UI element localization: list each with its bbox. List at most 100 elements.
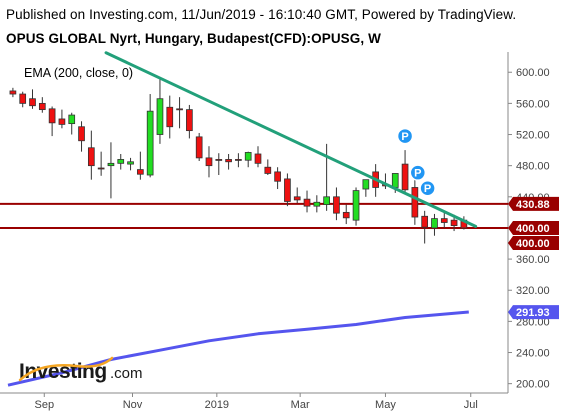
- price-tag-box: [508, 220, 559, 235]
- candles-layer: [9, 78, 468, 244]
- candle: [78, 121, 85, 152]
- candle: [254, 146, 262, 168]
- candle-body: [29, 98, 36, 107]
- x-tick-label: 2019: [205, 399, 229, 411]
- candle: [421, 210, 429, 244]
- candle-body: [9, 90, 17, 95]
- event-marker-badge: [419, 179, 436, 197]
- candle-body: [176, 108, 183, 111]
- candle-body: [450, 219, 458, 227]
- candle: [440, 212, 448, 228]
- candle-body: [215, 159, 223, 161]
- candle: [68, 112, 76, 135]
- candle: [9, 87, 17, 98]
- price-tag-label: 400.00: [516, 223, 550, 235]
- candle-body: [97, 167, 105, 170]
- price-tag-label: 400.00: [516, 238, 550, 250]
- candle-body: [19, 93, 27, 104]
- candle-body: [401, 163, 409, 191]
- candle-body: [78, 126, 85, 142]
- y-tick-label: 200.00: [516, 379, 550, 391]
- candle: [274, 167, 281, 190]
- x-tick-label: Sep: [34, 399, 54, 411]
- candle: [97, 151, 105, 176]
- candle-body: [333, 196, 340, 214]
- y-tick-label: 520.00: [516, 130, 550, 142]
- candle: [195, 132, 203, 161]
- candle-body: [254, 153, 262, 164]
- candle-body: [205, 157, 213, 167]
- candle: [127, 157, 134, 171]
- candle-body: [38, 102, 46, 111]
- x-tick-label: May: [375, 399, 396, 411]
- candle: [333, 187, 340, 221]
- candle: [352, 187, 360, 226]
- event-marker-badge: [396, 127, 414, 145]
- candle-body: [440, 218, 448, 223]
- candle: [29, 89, 36, 109]
- candle: [166, 95, 174, 139]
- x-tick-label: Mar: [291, 399, 310, 411]
- investing-logo: Investing .com: [18, 356, 143, 383]
- trendline-layer: [104, 51, 478, 228]
- chart-symbol-title: OPUS GLOBAL Nyrt, Hungary, Budapest(CFD)…: [6, 31, 381, 46]
- candle: [19, 91, 27, 108]
- candle: [215, 153, 223, 176]
- price-tag-box: [508, 235, 559, 250]
- candle-body: [284, 178, 291, 202]
- price-tag-label: 291.93: [516, 307, 550, 319]
- candle-body: [68, 114, 76, 125]
- x-axis: Sep Nov 2019 Mar May Jul: [34, 393, 478, 411]
- candle-body: [342, 211, 350, 219]
- logo-domain: .com: [110, 365, 143, 382]
- y-tick-label: 280.00: [516, 316, 550, 328]
- candle-body: [137, 169, 144, 175]
- candle-body: [313, 201, 321, 207]
- candle-body: [264, 166, 272, 174]
- y-tick-label: 240.00: [516, 348, 550, 360]
- trendline: [104, 51, 478, 228]
- candle: [137, 151, 144, 180]
- price-tag-box: [508, 305, 559, 320]
- candle-body: [303, 198, 311, 207]
- candle-body: [127, 161, 134, 165]
- price-tag-ema: 291.93: [508, 305, 559, 320]
- y-tick-label: 360.00: [516, 254, 550, 266]
- x-tick-label: Nov: [123, 399, 143, 411]
- candle: [431, 213, 438, 236]
- candle: [117, 153, 125, 170]
- price-tags-layer: 430.88 400.00 400.00 291.93: [508, 196, 559, 320]
- candle: [225, 153, 232, 170]
- candle: [186, 104, 193, 139]
- candle: [156, 78, 164, 144]
- price-tag-box: [508, 196, 559, 211]
- event-marker-badge: [409, 164, 427, 181]
- candle-body: [323, 196, 330, 205]
- candle-body: [48, 108, 56, 124]
- candle-body: [362, 179, 370, 190]
- candle: [48, 106, 56, 137]
- candle-body: [421, 215, 429, 228]
- price-tag-label: 430.88: [516, 199, 550, 211]
- candle: [382, 173, 389, 190]
- candle-body: [186, 109, 193, 132]
- candle: [58, 109, 66, 129]
- candle: [342, 204, 350, 225]
- published-note: Published on Investing.com, 11/Jun/2019 …: [6, 7, 517, 22]
- candle: [38, 97, 46, 113]
- x-tick-label: Jul: [464, 399, 478, 411]
- logo-swoosh-icon: [18, 356, 114, 382]
- candle-body: [117, 159, 125, 164]
- candle: [176, 97, 183, 129]
- candle: [244, 151, 252, 168]
- candle-body: [146, 110, 154, 176]
- candle: [264, 159, 272, 176]
- event-marker: P: [396, 127, 414, 145]
- horizontal-levels: [0, 202, 508, 229]
- price-tag-line: 430.88: [508, 196, 559, 211]
- candle-body: [166, 106, 174, 128]
- candle-body: [431, 218, 438, 229]
- candle: [303, 190, 311, 213]
- y-tick-label: 320.00: [516, 285, 550, 297]
